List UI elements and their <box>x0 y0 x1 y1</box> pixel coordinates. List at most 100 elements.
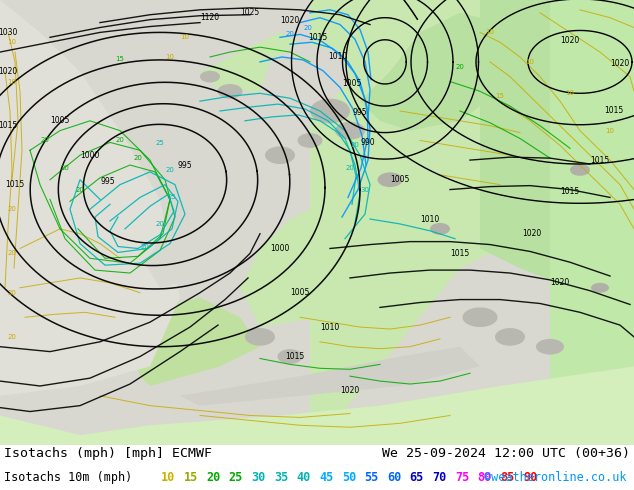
Polygon shape <box>145 229 210 288</box>
Text: 25: 25 <box>155 141 164 147</box>
Text: 30: 30 <box>361 187 370 193</box>
Polygon shape <box>260 42 350 121</box>
Text: 20: 20 <box>155 221 164 227</box>
Polygon shape <box>310 0 634 445</box>
Text: 30: 30 <box>251 471 266 484</box>
Text: 20: 20 <box>75 187 84 193</box>
Text: 1000: 1000 <box>81 151 100 160</box>
Text: 75: 75 <box>455 471 469 484</box>
Text: 995: 995 <box>353 108 367 118</box>
Ellipse shape <box>462 307 498 327</box>
Text: 10: 10 <box>605 127 614 134</box>
Text: 20: 20 <box>8 290 16 295</box>
Text: 10: 10 <box>161 471 175 484</box>
Polygon shape <box>0 0 180 396</box>
Text: 65: 65 <box>410 471 424 484</box>
Text: 70: 70 <box>432 471 446 484</box>
Ellipse shape <box>377 172 403 187</box>
Text: 15: 15 <box>496 93 505 99</box>
Text: 10: 10 <box>165 54 174 60</box>
Text: 50: 50 <box>342 471 356 484</box>
Text: 10: 10 <box>8 39 16 45</box>
Ellipse shape <box>536 339 564 355</box>
Text: We 25-09-2024 12:00 UTC (00+36): We 25-09-2024 12:00 UTC (00+36) <box>382 446 630 460</box>
Text: Isotachs (mph) [mph] ECMWF: Isotachs (mph) [mph] ECMWF <box>4 446 212 460</box>
Text: 45: 45 <box>320 471 333 484</box>
Ellipse shape <box>265 147 295 164</box>
Text: 1010: 1010 <box>320 322 340 332</box>
Text: 20: 20 <box>304 24 313 30</box>
Text: 20: 20 <box>351 143 359 148</box>
Text: 10: 10 <box>486 29 495 35</box>
Text: 15: 15 <box>115 56 124 62</box>
Text: 1030: 1030 <box>0 28 18 37</box>
Text: 85: 85 <box>500 471 515 484</box>
Text: 35: 35 <box>274 471 288 484</box>
Text: 1015: 1015 <box>450 249 470 258</box>
Text: 20: 20 <box>165 167 174 173</box>
Text: 10: 10 <box>526 59 534 65</box>
Text: 15: 15 <box>183 471 198 484</box>
Text: 10: 10 <box>8 78 16 84</box>
Text: 20: 20 <box>61 165 70 171</box>
Polygon shape <box>130 297 260 386</box>
Text: 1015: 1015 <box>0 121 18 130</box>
Text: 20: 20 <box>8 206 16 212</box>
Text: 1005: 1005 <box>342 79 361 88</box>
Text: 1020: 1020 <box>560 36 579 45</box>
Text: 1020: 1020 <box>0 67 18 76</box>
Text: 20: 20 <box>8 250 16 256</box>
Ellipse shape <box>297 133 323 148</box>
Text: 20: 20 <box>41 138 49 144</box>
Text: 60: 60 <box>387 471 401 484</box>
Ellipse shape <box>591 283 609 293</box>
Text: 1020: 1020 <box>611 59 630 68</box>
Text: 1005: 1005 <box>391 175 410 184</box>
Ellipse shape <box>570 164 590 176</box>
Text: ©weatheronline.co.uk: ©weatheronline.co.uk <box>484 471 626 484</box>
Ellipse shape <box>310 98 350 123</box>
Ellipse shape <box>278 349 302 364</box>
Polygon shape <box>480 0 634 317</box>
Ellipse shape <box>430 223 450 235</box>
Text: 1020: 1020 <box>522 229 541 238</box>
Text: 1010: 1010 <box>328 52 347 61</box>
Text: 995: 995 <box>178 161 192 170</box>
Text: 990: 990 <box>361 138 375 147</box>
Text: 20: 20 <box>206 471 221 484</box>
Polygon shape <box>0 367 634 445</box>
Text: 1025: 1025 <box>240 8 260 17</box>
Text: 20: 20 <box>141 244 150 249</box>
Ellipse shape <box>217 84 242 98</box>
Polygon shape <box>200 32 300 91</box>
Text: 25: 25 <box>229 471 243 484</box>
Text: 90: 90 <box>523 471 537 484</box>
Text: 10: 10 <box>566 90 574 97</box>
Ellipse shape <box>245 328 275 346</box>
Ellipse shape <box>335 122 365 140</box>
Text: 1005: 1005 <box>290 288 309 297</box>
Text: 1000: 1000 <box>270 244 290 253</box>
Text: 20: 20 <box>346 165 354 171</box>
Text: 1010: 1010 <box>420 215 439 223</box>
Text: 1020: 1020 <box>550 278 569 287</box>
Ellipse shape <box>200 71 220 82</box>
Text: 80: 80 <box>477 471 492 484</box>
Text: 20: 20 <box>115 138 124 144</box>
Text: 20: 20 <box>456 64 465 70</box>
Text: 1015: 1015 <box>5 180 25 189</box>
Polygon shape <box>360 13 520 131</box>
Text: 1020: 1020 <box>280 16 300 25</box>
Text: 55: 55 <box>365 471 378 484</box>
Text: 1020: 1020 <box>340 387 359 395</box>
Text: 20: 20 <box>134 155 143 161</box>
Text: 995: 995 <box>101 177 115 186</box>
Text: 20: 20 <box>285 31 294 37</box>
Text: 1015: 1015 <box>560 187 579 196</box>
Polygon shape <box>550 0 634 445</box>
Text: 1015: 1015 <box>285 352 304 361</box>
Polygon shape <box>180 347 480 406</box>
Text: 1015: 1015 <box>590 156 610 165</box>
Text: 1015: 1015 <box>308 33 328 42</box>
Text: 10: 10 <box>181 34 190 40</box>
